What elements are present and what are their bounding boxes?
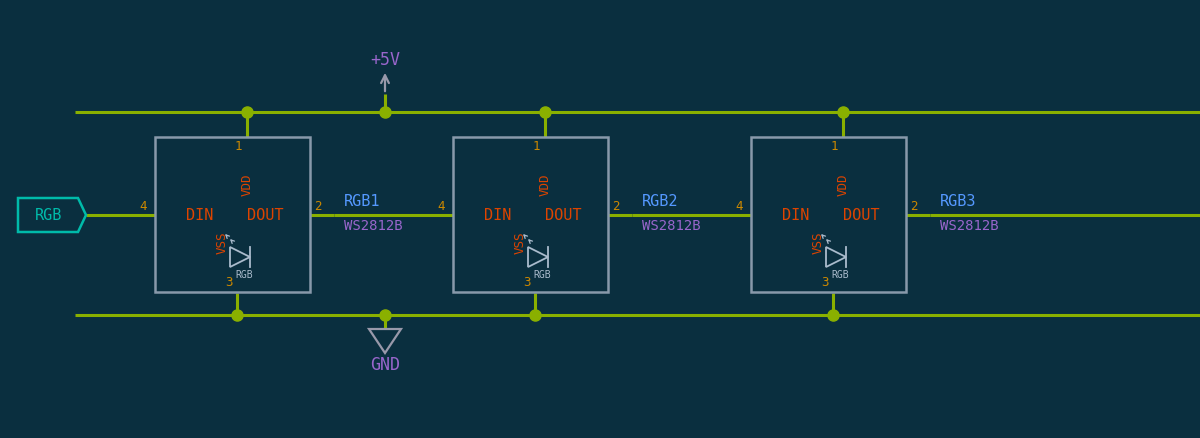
Text: 4: 4 [139,199,148,212]
FancyBboxPatch shape [155,137,310,292]
Text: 1: 1 [830,141,838,153]
Text: 2: 2 [314,199,322,212]
Text: DOUT: DOUT [545,208,581,223]
Text: DIN: DIN [485,208,511,223]
Text: 1: 1 [234,141,242,153]
Text: RGB: RGB [832,270,848,280]
Text: RGB: RGB [235,270,253,280]
Text: 1: 1 [533,141,540,153]
Text: DIN: DIN [782,208,810,223]
Text: VDD: VDD [836,174,850,196]
Text: 2: 2 [910,199,918,212]
Text: DIN: DIN [186,208,214,223]
Text: WS2812B: WS2812B [642,219,701,233]
Text: RGB: RGB [533,270,551,280]
Text: WS2812B: WS2812B [344,219,403,233]
Text: 3: 3 [523,276,530,290]
FancyBboxPatch shape [454,137,608,292]
Text: DOUT: DOUT [247,208,283,223]
Text: WS2812B: WS2812B [940,219,998,233]
Text: RGB3: RGB3 [940,194,977,209]
Text: 4: 4 [736,199,743,212]
Text: +5V: +5V [370,51,400,69]
Text: DOUT: DOUT [842,208,880,223]
Text: 2: 2 [612,199,619,212]
Text: GND: GND [370,356,400,374]
Text: RGB: RGB [35,208,62,223]
Text: RGB1: RGB1 [344,194,380,209]
Text: 3: 3 [822,276,829,290]
Text: RGB2: RGB2 [642,194,678,209]
Text: VDD: VDD [539,174,552,196]
Text: VSS: VSS [514,232,527,254]
Text: VSS: VSS [811,232,824,254]
Text: 3: 3 [226,276,233,290]
Text: VDD: VDD [240,174,253,196]
Text: 4: 4 [438,199,445,212]
Text: VSS: VSS [216,232,228,254]
FancyBboxPatch shape [751,137,906,292]
